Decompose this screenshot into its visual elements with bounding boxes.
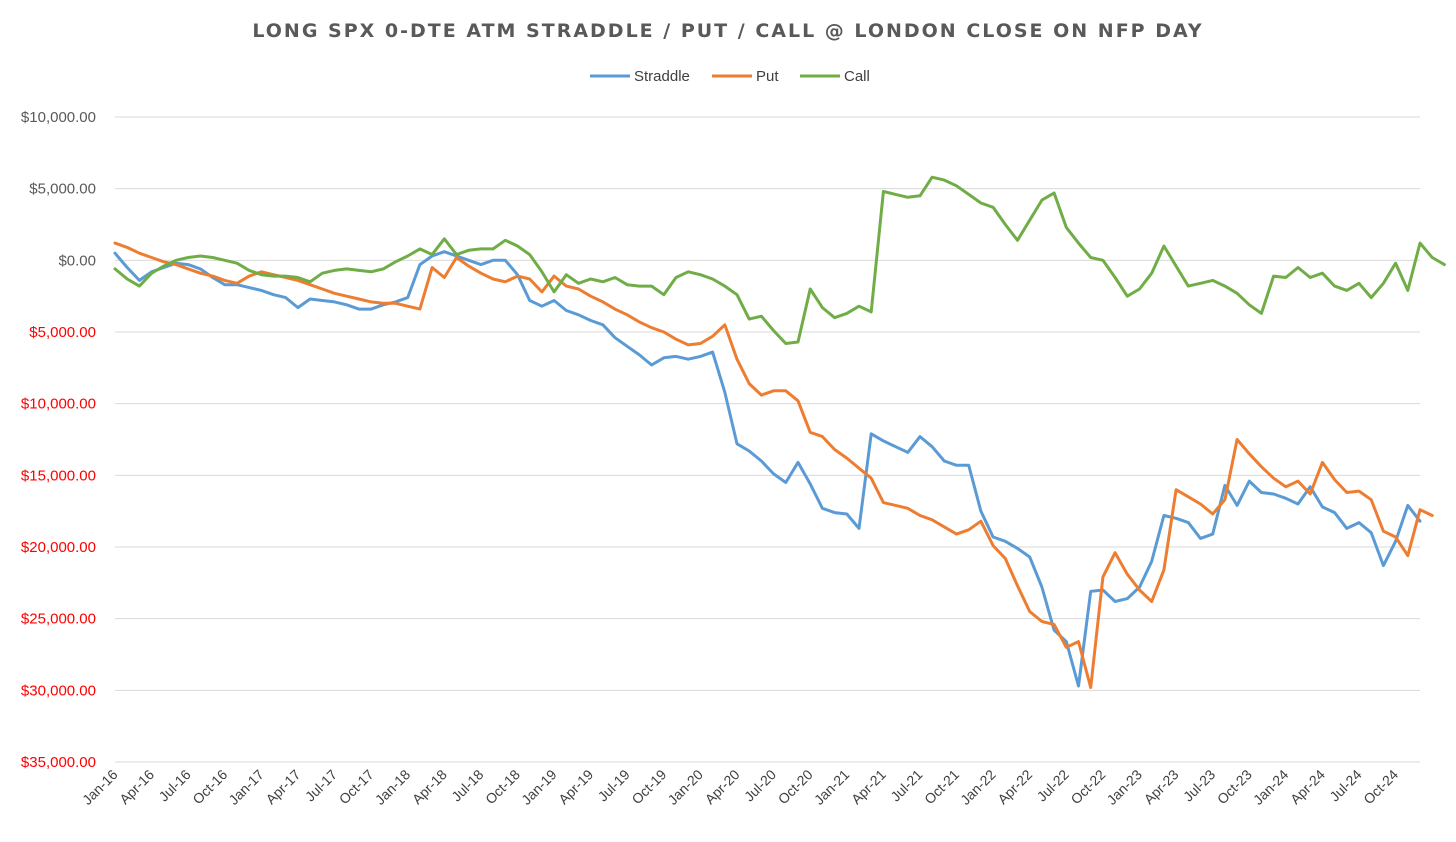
y-tick-label: $10,000.00 — [21, 396, 96, 413]
x-tick-label: Jul-24 — [1326, 766, 1364, 804]
x-tick-label: Oct-18 — [482, 766, 523, 807]
x-tick-label: Jul-20 — [741, 766, 779, 804]
x-tick-label: Jan-21 — [811, 766, 853, 808]
y-tick-label: $5,000.00 — [29, 181, 96, 198]
x-tick-label: Apr-18 — [409, 766, 450, 807]
series-lines — [113, 175, 1446, 689]
x-tick-label: Jul-21 — [887, 766, 925, 804]
x-tick-label: Apr-23 — [1141, 766, 1182, 807]
y-tick-label: $30,000.00 — [21, 682, 96, 699]
x-tick-label: Apr-16 — [116, 766, 157, 807]
x-tick-label: Jan-18 — [372, 766, 414, 808]
x-tick-label: Apr-24 — [1287, 766, 1328, 807]
x-tick-label: Jul-17 — [302, 766, 340, 804]
x-tick-label: Oct-24 — [1360, 766, 1401, 807]
x-tick-label: Jan-19 — [518, 766, 560, 808]
legend-label-straddle: Straddle — [634, 68, 690, 85]
x-tick-label: Jul-23 — [1180, 766, 1218, 804]
x-tick-label: Oct-16 — [189, 766, 230, 807]
legend: Straddle Put Call — [590, 68, 870, 85]
series-line-call — [113, 175, 1446, 345]
x-tick-label: Oct-23 — [1214, 766, 1255, 807]
x-tick-label: Jan-17 — [225, 766, 267, 808]
y-tick-label: $20,000.00 — [21, 539, 96, 556]
y-tick-label: $0.00 — [58, 252, 96, 269]
y-tick-label: $35,000.00 — [21, 754, 96, 771]
x-tick-label: Apr-22 — [994, 766, 1035, 807]
chart-title: LONG SPX 0-DTE ATM STRADDLE / PUT / CALL… — [252, 20, 1203, 42]
x-tick-label: Oct-19 — [628, 766, 669, 807]
gridlines — [115, 116, 1420, 763]
x-tick-label: Jan-16 — [79, 766, 121, 808]
x-tick-label: Jul-19 — [595, 766, 633, 804]
x-tick-label: Jan-22 — [957, 766, 999, 808]
y-tick-label: $25,000.00 — [21, 611, 96, 628]
x-tick-label: Apr-19 — [555, 766, 596, 807]
series-line-put — [113, 241, 1434, 689]
x-tick-label: Apr-17 — [262, 766, 303, 807]
x-tick-label: Jan-23 — [1103, 766, 1145, 808]
y-tick-label: $15,000.00 — [21, 467, 96, 484]
x-tick-label: Oct-22 — [1067, 766, 1108, 807]
y-tick-label: $10,000.00 — [21, 109, 96, 126]
x-tick-label: Jan-20 — [664, 766, 706, 808]
legend-label-put: Put — [756, 68, 779, 85]
x-tick-label: Oct-20 — [775, 766, 816, 807]
y-tick-label: $5,000.00 — [29, 324, 96, 341]
x-tick-label: Jan-24 — [1250, 766, 1292, 808]
x-tick-label: Jul-16 — [155, 766, 193, 804]
x-tick-label: Jul-22 — [1034, 766, 1072, 804]
x-tick-label: Jul-18 — [448, 766, 486, 804]
x-tick-label: Apr-21 — [848, 766, 889, 807]
x-axis-labels: Jan-16Apr-16Jul-16Oct-16Jan-17Apr-17Jul-… — [79, 766, 1401, 808]
x-tick-label: Oct-17 — [336, 766, 377, 807]
y-axis-labels: $10,000.00 $5,000.00 $0.00 $5,000.00 $10,000… — [21, 109, 96, 771]
series-line-straddle — [113, 250, 1422, 688]
legend-label-call: Call — [844, 68, 870, 85]
x-tick-label: Apr-20 — [702, 766, 743, 807]
x-tick-label: Oct-21 — [921, 766, 962, 807]
